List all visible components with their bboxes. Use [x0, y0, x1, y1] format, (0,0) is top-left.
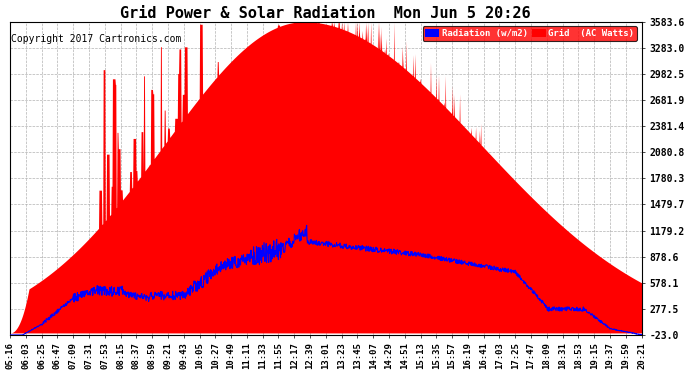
Title: Grid Power & Solar Radiation  Mon Jun 5 20:26: Grid Power & Solar Radiation Mon Jun 5 2…: [121, 6, 531, 21]
Text: Copyright 2017 Cartronics.com: Copyright 2017 Cartronics.com: [11, 34, 181, 44]
Legend: Radiation (w/m2), Grid  (AC Watts): Radiation (w/m2), Grid (AC Watts): [422, 26, 637, 41]
